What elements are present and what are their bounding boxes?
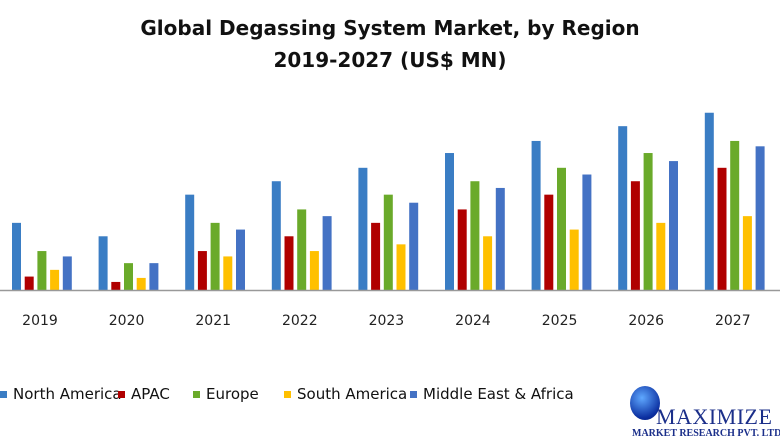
legend-label: South America [297,385,408,403]
legend-swatch [118,390,125,398]
bar-apac-2023 [371,222,381,290]
bar-chart: 2019 2020 2021 2022 2023 2024 2025 2026 2027 [0,112,780,329]
bar-south-america-2027 [742,216,752,290]
logo-tagline: MARKET RESEARCH PVT. LTD. [632,428,780,439]
bar-north-america-2021 [185,194,195,290]
bar-apac-2022 [284,236,294,290]
legend-swatch [193,390,200,398]
bar-north-america-2025 [531,140,541,290]
bar-middle-east-africa-2027 [755,146,765,290]
bar-south-america-2026 [656,222,666,290]
bar-north-america-2023 [358,167,368,290]
maximize-logo: MAXIMIZE MARKET RESEARCH PVT. LTD. [622,382,780,440]
bar-south-america-2025 [569,229,579,290]
x-tick-label: 2025 [542,313,578,329]
bar-apac-2021 [197,251,207,290]
bar-middle-east-africa-2019 [62,256,72,290]
bar-south-america-2020 [136,277,146,290]
bar-apac-2025 [544,194,554,290]
bar-south-america-2023 [396,244,406,290]
x-tick-label: 2026 [628,313,664,329]
legend-label: APAC [131,385,170,403]
logo-name: MAXIMIZE [656,404,773,429]
bar-south-america-2022 [309,251,319,290]
bar-middle-east-africa-2021 [236,229,245,290]
bar-north-america-2020 [98,236,108,290]
bar-apac-2019 [24,276,34,290]
legend-item: South America [284,385,407,403]
bar-south-america-2021 [223,256,233,290]
legend-swatch [410,390,417,398]
bar-apac-2024 [457,209,467,290]
bar-south-america-2019 [50,269,60,290]
bar-middle-east-africa-2025 [582,174,592,290]
bar-europe-2026 [643,153,653,290]
chart-title: Global Degassing System Market, by Regio… [140,16,640,40]
bar-middle-east-africa-2024 [495,187,505,290]
x-tick-label: 2024 [455,313,491,329]
bar-apac-2026 [630,181,640,290]
bar-north-america-2024 [445,153,454,290]
legend-swatch [0,390,7,398]
globe-icon [630,386,660,420]
legend-item: North America [0,385,122,403]
x-tick-label: 2027 [715,313,751,329]
legend-item: APAC [118,385,170,403]
bar-middle-east-africa-2026 [669,161,678,290]
legend-item: Middle East & Africa [410,385,574,403]
bar-middle-east-africa-2020 [149,263,159,290]
legend-label: Middle East & Africa [423,385,574,403]
legend-swatch [284,390,291,398]
bar-north-america-2027 [704,112,714,290]
bar-europe-2019 [37,251,47,290]
bar-apac-2020 [111,281,121,290]
legend-label: North America [13,385,122,403]
bar-europe-2024 [470,181,480,290]
bar-apac-2027 [717,167,727,290]
bar-europe-2025 [557,167,566,290]
bar-north-america-2022 [271,181,281,290]
bar-europe-2027 [730,140,740,290]
bar-middle-east-africa-2023 [409,202,419,290]
bar-north-america-2019 [12,222,21,290]
x-tick-label: 2022 [282,313,318,329]
bar-europe-2020 [124,263,133,290]
x-tick-label: 2021 [195,313,231,329]
bar-north-america-2026 [618,126,628,291]
bar-south-america-2024 [483,236,493,290]
x-tick-label: 2020 [109,313,145,329]
chart-subtitle: 2019-2027 (US$ MN) [273,48,507,72]
x-tick-label: 2023 [369,313,405,329]
bar-europe-2023 [383,194,393,290]
x-tick-label: 2019 [22,313,58,329]
legend-label: Europe [206,385,259,403]
legend-item: Europe [193,385,259,403]
bar-middle-east-africa-2022 [322,216,332,290]
bar-europe-2022 [297,209,307,290]
bar-europe-2021 [210,222,220,290]
